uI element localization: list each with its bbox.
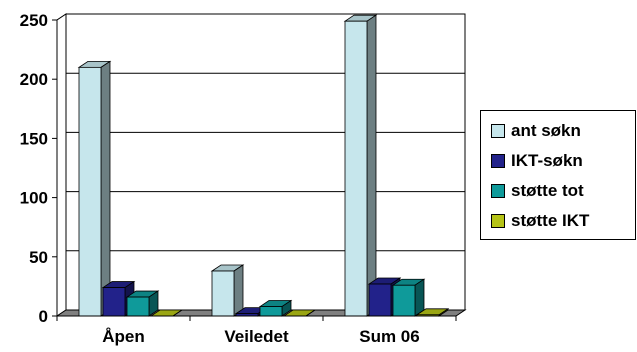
legend: ant søkn IKT-søkn støtte tot støtte IKT (480, 110, 636, 240)
bar-front (78, 66, 102, 317)
bar-front (344, 20, 368, 317)
bar-side (100, 60, 111, 317)
legend-label: IKT-søkn (511, 151, 583, 170)
bar (77, 60, 112, 317)
y-tick-label: 200 (20, 70, 48, 89)
y-tick-label: 150 (20, 129, 48, 148)
x-axis: Åpen Veiledet Sum 06 (56, 315, 457, 346)
bar-side (414, 278, 425, 317)
back-wall (65, 13, 466, 311)
legend-swatch (491, 184, 505, 198)
legend-swatch (491, 124, 505, 138)
legend-label: støtte tot (511, 181, 584, 200)
y-axis: 0 50 100 150 200 250 (20, 11, 58, 326)
bar-side (305, 309, 316, 317)
y-tick-label: 250 (20, 11, 48, 30)
bar-front (102, 287, 126, 317)
bar (343, 14, 378, 317)
y-tick-label: 100 (20, 189, 48, 208)
bar (125, 290, 160, 317)
bar-front (211, 270, 235, 317)
legend-swatch (491, 154, 505, 168)
legend-item-stotte-ikt: støtte IKT (491, 211, 589, 231)
bar (415, 308, 450, 317)
legend-item-ikt-sokn: IKT-søkn (491, 151, 583, 171)
bars (77, 14, 450, 317)
gridlines (56, 13, 465, 258)
y-tick-label: 0 (39, 307, 48, 326)
bar (210, 264, 245, 317)
bar-front (392, 284, 416, 317)
x-tick-label: Åpen (102, 327, 145, 346)
y-tick-label: 50 (29, 248, 48, 267)
x-tick-label: Sum 06 (359, 327, 419, 346)
side-wall (56, 13, 67, 317)
legend-item-ant-sokn: ant søkn (491, 121, 581, 141)
chart-walls (55, 13, 467, 317)
bar-side (366, 14, 377, 317)
bar-front (259, 306, 283, 317)
legend-label: støtte IKT (511, 211, 590, 230)
legend-swatch (491, 214, 505, 228)
legend-item-stotte-tot: støtte tot (491, 181, 584, 201)
bar (391, 278, 426, 317)
bar-side (233, 264, 244, 317)
x-tick-label: Veiledet (224, 327, 289, 346)
bar-front (126, 296, 150, 317)
bar-front (368, 283, 392, 317)
bar-side (172, 309, 183, 317)
legend-label: ant søkn (511, 121, 581, 140)
